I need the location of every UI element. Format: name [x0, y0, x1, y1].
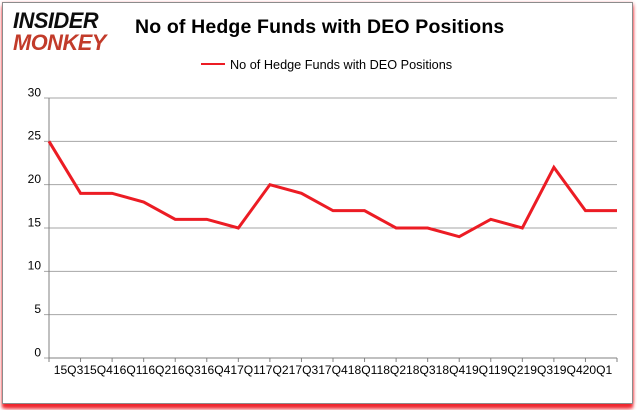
- svg-text:0: 0: [34, 345, 41, 359]
- svg-text:20: 20: [28, 172, 42, 186]
- svg-text:15Q315Q416Q116Q216Q316Q417Q117: 15Q315Q416Q116Q216Q316Q417Q117Q217Q317Q4…: [54, 363, 613, 377]
- svg-text:10: 10: [28, 259, 42, 273]
- svg-text:5: 5: [34, 302, 41, 316]
- svg-text:25: 25: [28, 129, 42, 143]
- svg-text:30: 30: [28, 85, 42, 99]
- svg-text:15: 15: [28, 215, 42, 229]
